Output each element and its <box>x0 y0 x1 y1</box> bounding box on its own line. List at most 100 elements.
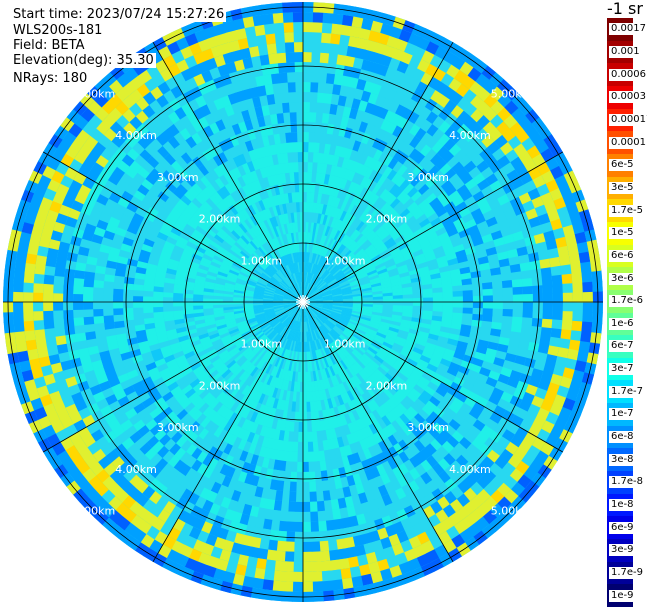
scan-cell <box>352 231 361 241</box>
scan-cell <box>432 349 444 359</box>
scan-cell <box>328 317 338 324</box>
scan-cell <box>216 32 230 46</box>
scan-cell <box>519 332 531 343</box>
scan-cell <box>300 311 303 322</box>
scan-cell <box>113 301 124 309</box>
scan-cell <box>359 427 369 440</box>
scan-cell <box>326 333 334 343</box>
scan-cell <box>346 159 355 171</box>
scan-cell <box>192 229 204 239</box>
scan-cell <box>340 261 349 270</box>
scan-cell <box>410 190 423 202</box>
scan-cell <box>218 228 229 238</box>
scan-cell <box>153 179 166 192</box>
scan-cell <box>315 329 321 339</box>
scan-cell <box>276 399 283 410</box>
scan-cell <box>401 107 414 121</box>
scan-cell <box>333 230 341 241</box>
scan-cell <box>235 316 246 322</box>
scan-cell <box>112 185 126 197</box>
scan-cell <box>410 175 422 188</box>
scan-cell <box>321 235 328 246</box>
scan-cell <box>110 354 123 364</box>
scan-cell <box>206 555 220 569</box>
scan-cell <box>479 367 491 378</box>
scan-cell <box>253 306 264 309</box>
scan-cell <box>273 302 283 305</box>
scan-cell <box>165 324 176 332</box>
scan-cell <box>323 449 331 461</box>
scan-cell <box>262 384 270 395</box>
scan-cell <box>46 344 59 357</box>
scan-cell <box>316 430 323 442</box>
scan-cell <box>417 199 430 210</box>
scan-cell <box>310 82 319 93</box>
scan-cell <box>206 382 217 393</box>
scan-cell <box>272 261 280 271</box>
scan-cell <box>353 264 364 273</box>
scan-cell <box>260 232 269 243</box>
scan-cell <box>202 342 214 351</box>
scan-cell <box>226 194 237 205</box>
scan-cell <box>108 191 122 204</box>
scan-cell <box>452 307 463 314</box>
scan-cell <box>270 113 279 125</box>
scan-cell <box>291 285 298 294</box>
scan-cell <box>164 153 177 166</box>
scan-cell <box>87 148 101 163</box>
scan-cell <box>396 389 407 400</box>
scan-cell <box>70 235 82 247</box>
scan-cell <box>235 257 245 265</box>
scan-cell <box>251 270 261 277</box>
scan-cell <box>408 354 420 364</box>
scan-cell <box>427 333 439 341</box>
scan-cell <box>261 272 271 280</box>
scan-cell <box>384 221 396 232</box>
scan-cell <box>327 262 336 272</box>
scan-cell <box>93 308 104 317</box>
scan-cell <box>163 315 175 322</box>
scan-cell <box>307 451 315 462</box>
scan-cell <box>215 280 226 286</box>
scan-cell <box>220 73 233 86</box>
scan-cell <box>320 257 327 267</box>
scan-cell <box>384 524 397 538</box>
scan-cell <box>239 544 251 557</box>
scan-cell <box>309 252 314 263</box>
scan-cell <box>370 207 381 218</box>
scan-cell <box>322 153 330 165</box>
scan-cell <box>414 127 427 141</box>
scan-cell <box>249 378 258 389</box>
scan-cell <box>502 302 513 310</box>
scan-cell <box>339 260 348 269</box>
scan-cell <box>175 240 187 250</box>
scan-cell <box>212 568 226 581</box>
scan-cell <box>367 499 379 512</box>
scan-cell <box>201 360 212 370</box>
scan-cell <box>332 352 341 363</box>
scan-cell <box>267 283 277 289</box>
scan-cell <box>103 430 117 444</box>
scan-cell <box>248 275 259 282</box>
scan-cell <box>161 169 174 182</box>
scan-cell <box>232 390 242 402</box>
scan-cell <box>455 201 468 213</box>
scan-cell <box>286 290 295 297</box>
scan-cell <box>369 251 380 260</box>
scan-cell <box>222 383 233 394</box>
scan-cell <box>209 208 220 219</box>
scan-cell <box>276 173 283 185</box>
scan-cell <box>321 309 331 315</box>
scan-cell <box>55 212 69 225</box>
scan-cell <box>321 336 328 347</box>
scan-cell <box>288 308 297 317</box>
scan-cell <box>433 406 445 418</box>
scan-cell <box>35 337 47 349</box>
scan-cell <box>256 507 267 519</box>
scan-cell <box>386 423 397 435</box>
scan-cell <box>17 350 30 363</box>
scan-cell <box>217 527 229 540</box>
scan-cell <box>162 450 175 463</box>
scan-cell <box>303 32 313 43</box>
scan-cell <box>224 282 236 288</box>
